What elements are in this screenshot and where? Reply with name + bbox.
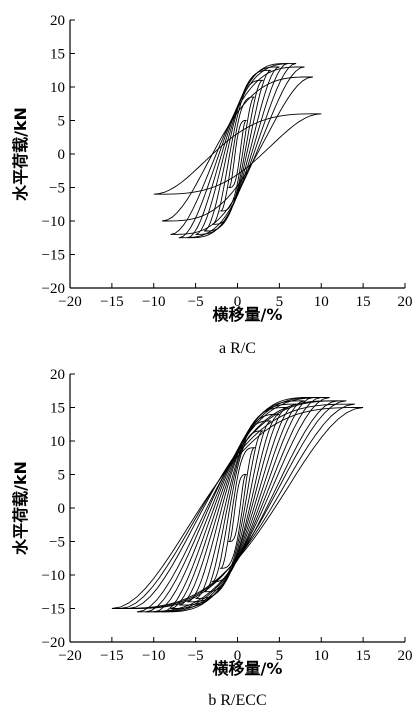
y-tick-label: 15: [50, 47, 65, 63]
y-tick-label: 15: [50, 401, 65, 417]
hysteresis-loop-14: [111, 407, 364, 609]
panel-caption: a R/C: [219, 340, 256, 357]
hysteresis-loop-4: [195, 66, 280, 235]
panel-caption: b R/ECC: [208, 692, 266, 709]
hysteresis-loop-2: [210, 430, 265, 583]
x-tick-label: −10: [142, 294, 165, 310]
hysteresis-loop-11: [136, 400, 339, 613]
x-tick-label: 10: [314, 648, 329, 664]
x-tick-label: 20: [398, 294, 413, 310]
x-tick-label: 10: [314, 294, 329, 310]
y-tick-label: −5: [49, 181, 65, 197]
y-tick-label: −20: [42, 281, 65, 297]
hysteresis-loop-8: [161, 397, 314, 613]
hysteresis-loop-5: [187, 63, 288, 239]
hysteresis-loop-0: [227, 474, 248, 542]
y-tick-label: 0: [58, 501, 66, 517]
hysteresis-loop-13: [120, 403, 355, 609]
hysteresis-loop-9: [153, 113, 322, 195]
hysteresis-loop-6: [178, 63, 297, 239]
hysteresis-loop-4: [195, 413, 280, 599]
y-tick-label: 5: [58, 468, 66, 484]
y-tick-label: −20: [42, 635, 65, 651]
hysteresis-loop-8: [162, 76, 313, 222]
x-axis-label: 横移量/%: [213, 659, 283, 678]
x-tick-label: −15: [100, 648, 123, 664]
x-tick-label: 15: [356, 648, 371, 664]
y-tick-label: 10: [50, 80, 65, 96]
x-tick-label: −20: [58, 648, 81, 664]
hysteresis-loop-0: [227, 120, 248, 188]
y-axis-label: 水平荷载/kN: [11, 461, 30, 555]
x-tick-label: 20: [398, 648, 413, 664]
hysteresis-loop-7: [170, 66, 305, 235]
y-tick-label: −5: [49, 535, 65, 551]
y-tick-label: −15: [42, 602, 65, 618]
x-tick-label: 15: [356, 294, 371, 310]
x-tick-label: −15: [100, 294, 123, 310]
x-tick-label: −10: [142, 648, 165, 664]
y-tick-label: −15: [42, 248, 65, 264]
y-tick-label: 0: [58, 147, 66, 163]
chart-panel-0: −20 −15 −10 −5 0 5 10 15 20 −20 −15 −10 −5 0 5 10 15 20 横移…: [11, 13, 413, 357]
x-tick-label: −20: [58, 294, 81, 310]
x-tick-label: 0: [234, 648, 242, 664]
y-axis-label: 水平荷载/kN: [11, 107, 30, 201]
x-tick-label: 5: [276, 648, 284, 664]
hysteresis-loop-3: [203, 420, 272, 593]
x-axis-label: 横移量/%: [213, 305, 283, 324]
hysteresis-loop-6: [178, 403, 297, 606]
y-tick-label: 20: [50, 367, 65, 383]
y-tick-label: 5: [58, 114, 66, 130]
y-tick-label: −10: [42, 214, 65, 230]
hysteresis-loop-1: [219, 447, 256, 569]
x-tick-label: 0: [234, 294, 242, 310]
hysteresis-loop-9: [153, 397, 322, 613]
y-tick-label: 20: [50, 13, 65, 29]
x-tick-label: −5: [188, 294, 204, 310]
hysteresis-loop-7: [170, 400, 305, 609]
x-tick-label: 5: [276, 294, 284, 310]
x-tick-label: −5: [188, 648, 204, 664]
hysteresis-loop-3: [203, 69, 272, 232]
hysteresis-loop-10: [145, 397, 330, 613]
chart-panel-1: −20 −15 −10 −5 0 5 10 15 20 −20 −15 −10 −5 0 5 10 15 20 横移…: [11, 367, 413, 709]
y-tick-label: −10: [42, 568, 65, 584]
y-tick-label: 10: [50, 434, 65, 450]
hysteresis-loop-12: [128, 400, 347, 609]
